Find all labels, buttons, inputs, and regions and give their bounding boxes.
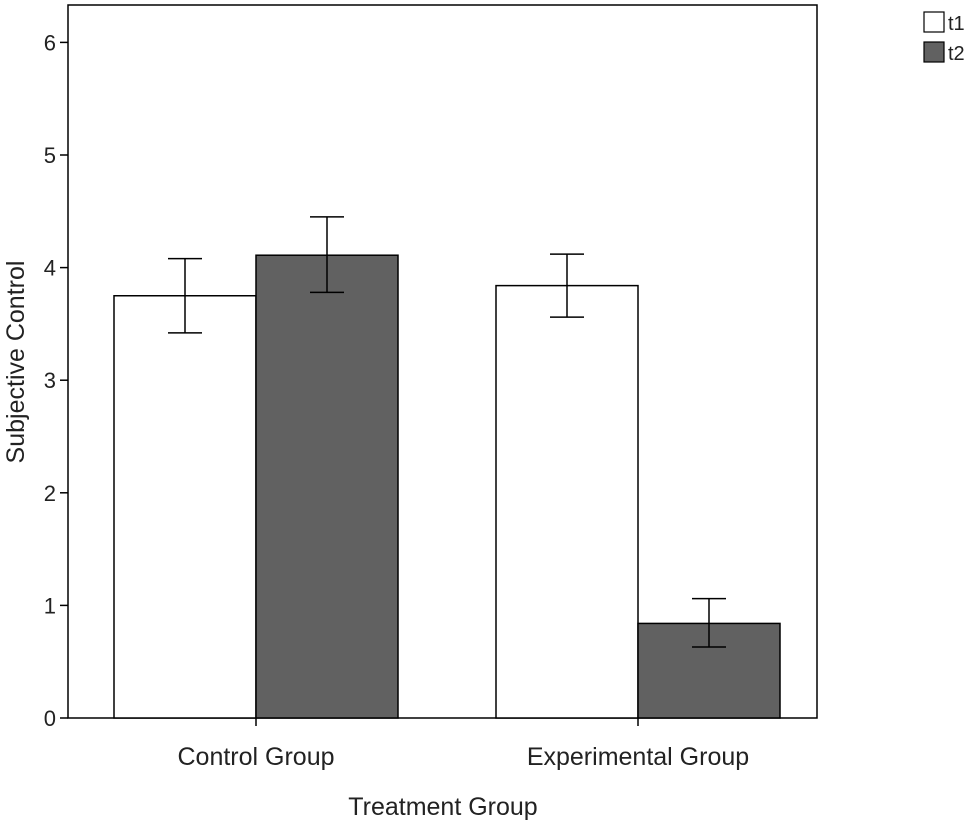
legend-swatch-t1 [923,11,945,33]
y-axis-title: Subjective Control [2,261,30,464]
bar-control-group-t1 [113,295,257,719]
y-axis: 0 1 2 3 4 5 6 [44,30,68,731]
legend-item-t1: t1 [923,11,965,35]
y-tick-label-5: 5 [44,143,56,168]
x-tick-label-control-group: Control Group [177,743,334,771]
bar-control-group-t2 [255,254,399,719]
error-bar-experimental-group-t2 [692,597,726,648]
legend-item-t2: t2 [923,41,965,65]
x-axis: Control Group Experimental Group [177,718,749,771]
y-tick-label-2: 2 [44,481,56,506]
error-bars [168,216,726,648]
bar-experimental-group-t1 [495,284,639,719]
y-tick-label-4: 4 [44,256,56,281]
error-bar-control-group-t2 [310,216,344,294]
error-bar-control-group-t1 [168,257,202,334]
y-tick-label-6: 6 [44,30,56,55]
y-tick-label-1: 1 [44,593,56,618]
legend: t1 t2 [923,11,965,65]
legend-swatch-t2 [923,41,945,63]
y-tick-label-0: 0 [44,706,56,731]
x-tick-label-experimental-group: Experimental Group [527,743,749,771]
legend-label-t2: t2 [948,43,965,65]
error-bar-experimental-group-t1 [550,253,584,318]
y-tick-label-3: 3 [44,368,56,393]
legend-label-t1: t1 [948,13,965,35]
x-axis-title: Treatment Group [348,793,537,821]
